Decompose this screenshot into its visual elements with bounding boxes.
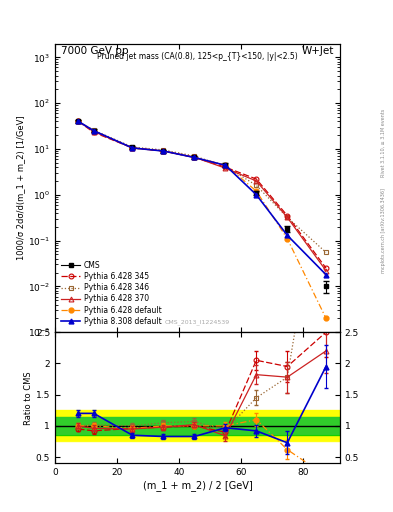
Pythia 6.428 345 xyxy=(285,212,290,219)
Bar xyxy=(117,410,148,441)
Text: Rivet 3.1.10, ≥ 3.1M events: Rivet 3.1.10, ≥ 3.1M events xyxy=(381,109,386,178)
Pythia 6.428 default xyxy=(254,188,259,194)
Pythia 6.428 346 xyxy=(223,163,228,169)
Y-axis label: 1000/σ 2dσ/d(m_1 + m_2) [1/GeV]: 1000/σ 2dσ/d(m_1 + m_2) [1/GeV] xyxy=(16,116,25,260)
Y-axis label: Ratio to CMS: Ratio to CMS xyxy=(24,371,33,424)
Pythia 8.308 default xyxy=(161,148,166,154)
Pythia 6.428 370 xyxy=(130,145,135,151)
Pythia 6.428 default xyxy=(76,118,81,124)
Pythia 6.428 346 xyxy=(254,182,259,188)
Pythia 6.428 345 xyxy=(130,145,135,151)
Bar xyxy=(55,416,86,435)
Text: Pruned jet mass (CA(0.8), 125<p_{T}<150, |y|<2.5): Pruned jet mass (CA(0.8), 125<p_{T}<150,… xyxy=(97,52,298,61)
Bar xyxy=(334,416,340,435)
Pythia 6.428 default xyxy=(223,162,228,168)
Bar xyxy=(117,416,148,435)
Pythia 6.428 370 xyxy=(161,148,166,154)
Pythia 6.428 346 xyxy=(92,127,96,133)
Pythia 6.428 346 xyxy=(130,144,135,150)
Pythia 6.428 370 xyxy=(92,129,96,135)
Bar xyxy=(303,410,334,441)
Line: Pythia 6.428 346: Pythia 6.428 346 xyxy=(78,121,326,252)
Bar xyxy=(179,410,210,441)
Bar xyxy=(210,410,241,441)
Pythia 8.308 default xyxy=(223,162,228,168)
Pythia 8.308 default xyxy=(192,155,197,161)
Legend: CMS, Pythia 6.428 345, Pythia 6.428 346, Pythia 6.428 370, Pythia 6.428 default,: CMS, Pythia 6.428 345, Pythia 6.428 346,… xyxy=(59,258,164,328)
Pythia 6.428 345 xyxy=(92,130,96,136)
Line: Pythia 6.428 default: Pythia 6.428 default xyxy=(76,119,329,321)
Bar xyxy=(179,416,210,435)
Bar xyxy=(272,410,303,441)
Pythia 6.428 370 xyxy=(254,178,259,184)
Bar xyxy=(241,416,272,435)
Bar xyxy=(303,416,334,435)
Bar xyxy=(86,416,117,435)
Bar xyxy=(272,416,303,435)
Bar xyxy=(86,410,117,441)
Pythia 6.428 346 xyxy=(192,153,197,159)
Pythia 8.308 default xyxy=(254,191,259,198)
Pythia 6.428 370 xyxy=(223,165,228,171)
Bar xyxy=(55,410,86,441)
Pythia 6.428 370 xyxy=(76,118,81,124)
Pythia 8.308 default xyxy=(92,127,96,134)
Pythia 6.428 345 xyxy=(254,176,259,182)
Pythia 6.428 370 xyxy=(285,215,290,221)
Pythia 6.428 346 xyxy=(76,118,81,124)
Text: CMS_2013_I1224539: CMS_2013_I1224539 xyxy=(165,319,230,325)
Line: Pythia 6.428 345: Pythia 6.428 345 xyxy=(78,121,326,268)
Text: W+Jet: W+Jet xyxy=(302,47,334,56)
Line: Pythia 6.428 370: Pythia 6.428 370 xyxy=(78,121,326,271)
Pythia 6.428 default xyxy=(130,145,135,151)
Pythia 6.428 345 xyxy=(192,155,197,161)
Text: 7000 GeV pp: 7000 GeV pp xyxy=(61,47,128,56)
Pythia 6.428 345 xyxy=(223,164,228,170)
Bar xyxy=(210,416,241,435)
Pythia 6.428 345 xyxy=(324,265,329,271)
Pythia 6.428 346 xyxy=(285,215,290,221)
Pythia 6.428 345 xyxy=(76,118,81,124)
Pythia 8.308 default xyxy=(324,271,329,278)
Pythia 6.428 default xyxy=(285,236,290,242)
Pythia 6.428 345 xyxy=(161,148,166,154)
X-axis label: (m_1 + m_2) / 2 [GeV]: (m_1 + m_2) / 2 [GeV] xyxy=(143,480,252,491)
Pythia 6.428 346 xyxy=(324,249,329,255)
Pythia 6.428 default xyxy=(324,315,329,322)
Bar xyxy=(241,410,272,441)
Bar xyxy=(334,410,340,441)
Line: Pythia 8.308 default: Pythia 8.308 default xyxy=(76,119,329,277)
Bar xyxy=(148,416,179,435)
Pythia 6.428 370 xyxy=(192,154,197,160)
Pythia 6.428 default xyxy=(161,148,166,154)
Pythia 8.308 default xyxy=(130,145,135,151)
Bar xyxy=(148,410,179,441)
Pythia 8.308 default xyxy=(285,232,290,239)
Pythia 6.428 default xyxy=(192,155,197,161)
Pythia 6.428 346 xyxy=(161,147,166,153)
Text: mcplots.cern.ch [arXiv:1306.3436]: mcplots.cern.ch [arXiv:1306.3436] xyxy=(381,188,386,273)
Pythia 6.428 default xyxy=(92,127,96,134)
Pythia 6.428 370 xyxy=(324,268,329,274)
Pythia 8.308 default xyxy=(76,118,81,124)
